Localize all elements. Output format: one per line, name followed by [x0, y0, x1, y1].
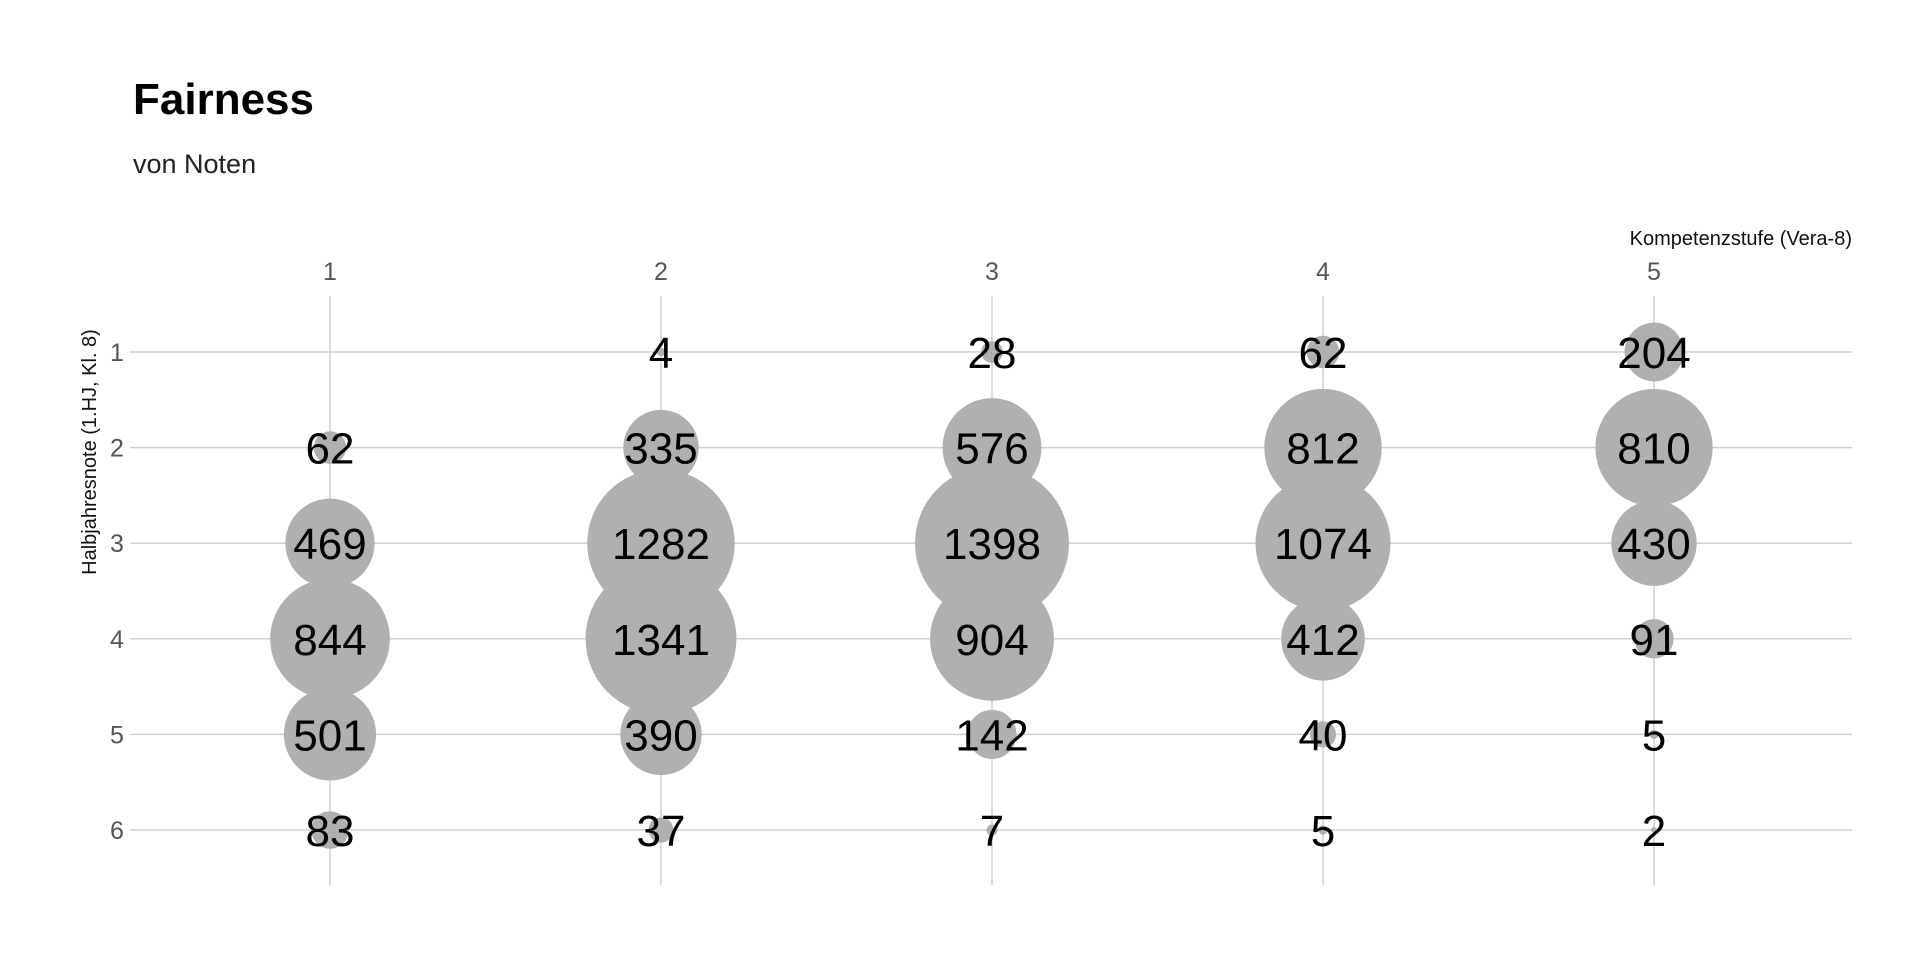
bubble [283, 688, 377, 781]
bubble [981, 341, 1003, 363]
data-label: 2 [1642, 807, 1666, 856]
tick-layer: 1 2 3 4 5 6 1 2 3 4 5 [110, 258, 1661, 845]
data-label: 62 [1299, 329, 1348, 378]
x-tick-label: 2 [654, 258, 668, 286]
bubble [656, 347, 666, 357]
x-tick-label: 1 [323, 258, 337, 286]
data-label: 83 [306, 807, 355, 856]
data-label: 204 [1617, 329, 1690, 378]
x-axis-label: Kompetenzstufe (Vera-8) [1630, 228, 1852, 250]
bubble [1634, 619, 1674, 659]
data-label: 142 [955, 711, 1028, 760]
data-label: 1074 [1274, 520, 1372, 569]
bubble [930, 576, 1054, 701]
data-label: 37 [637, 807, 686, 856]
bubble [1624, 322, 1684, 382]
chart-title: Fairness [133, 75, 314, 124]
bubble [648, 817, 674, 843]
y-tick-label: 5 [110, 721, 124, 749]
x-tick-label: 3 [985, 258, 999, 286]
bubble [620, 693, 702, 776]
data-label: 1282 [612, 520, 710, 569]
bubble [313, 431, 347, 464]
data-label: 844 [293, 616, 366, 665]
data-label: 4 [649, 329, 673, 378]
y-tick-label: 4 [110, 626, 124, 654]
data-label: 430 [1617, 520, 1690, 569]
bubble [1306, 335, 1340, 369]
y-tick-label: 2 [110, 435, 124, 463]
data-label: 576 [955, 425, 1028, 474]
y-tick-label: 6 [110, 817, 124, 845]
data-label: 62 [306, 425, 355, 474]
data-label: 5 [1642, 711, 1666, 760]
x-tick-label: 5 [1647, 258, 1661, 286]
data-label: 5 [1311, 807, 1335, 856]
bubble-layer [270, 322, 1713, 849]
y-tick-label: 3 [110, 530, 124, 558]
bubble [1651, 827, 1657, 833]
data-label: 91 [1630, 616, 1679, 665]
bubble [623, 409, 699, 486]
bubble [1309, 721, 1337, 748]
bubble [285, 498, 375, 588]
bubble [1595, 388, 1713, 507]
data-label: 28 [968, 329, 1017, 378]
x-tick-label: 4 [1316, 258, 1330, 286]
data-label-layer: 62 469 844 501 83 4 335 1282 1341 390 37 28 576 1398 9… [293, 329, 1690, 856]
bubble [1318, 825, 1328, 835]
bubble [1281, 596, 1365, 681]
data-label: 335 [624, 425, 697, 474]
bubble [585, 563, 737, 715]
bubble [1264, 388, 1382, 507]
y-tick-label: 1 [110, 339, 124, 367]
bubble [1611, 500, 1697, 586]
y-axis-label: Halbjahresnote (1.HJ, Kl. 8) [79, 329, 101, 575]
chart-subtitle: von Noten [133, 149, 256, 179]
data-label: 1398 [943, 520, 1041, 569]
data-label: 1341 [612, 616, 710, 665]
data-label: 40 [1299, 711, 1348, 760]
bubble [270, 578, 390, 699]
bubble [1255, 475, 1391, 611]
data-label: 904 [955, 616, 1028, 665]
data-label: 7 [980, 807, 1004, 856]
data-label: 812 [1286, 425, 1359, 474]
bubble [914, 466, 1070, 621]
data-label: 412 [1286, 616, 1359, 665]
data-label: 810 [1617, 425, 1690, 474]
bubble [986, 824, 998, 836]
bubble [967, 709, 1017, 759]
bubble [1649, 729, 1659, 740]
data-label: 390 [624, 711, 697, 760]
data-label: 469 [293, 520, 366, 569]
data-label: 501 [293, 711, 366, 760]
bubble [311, 811, 349, 849]
